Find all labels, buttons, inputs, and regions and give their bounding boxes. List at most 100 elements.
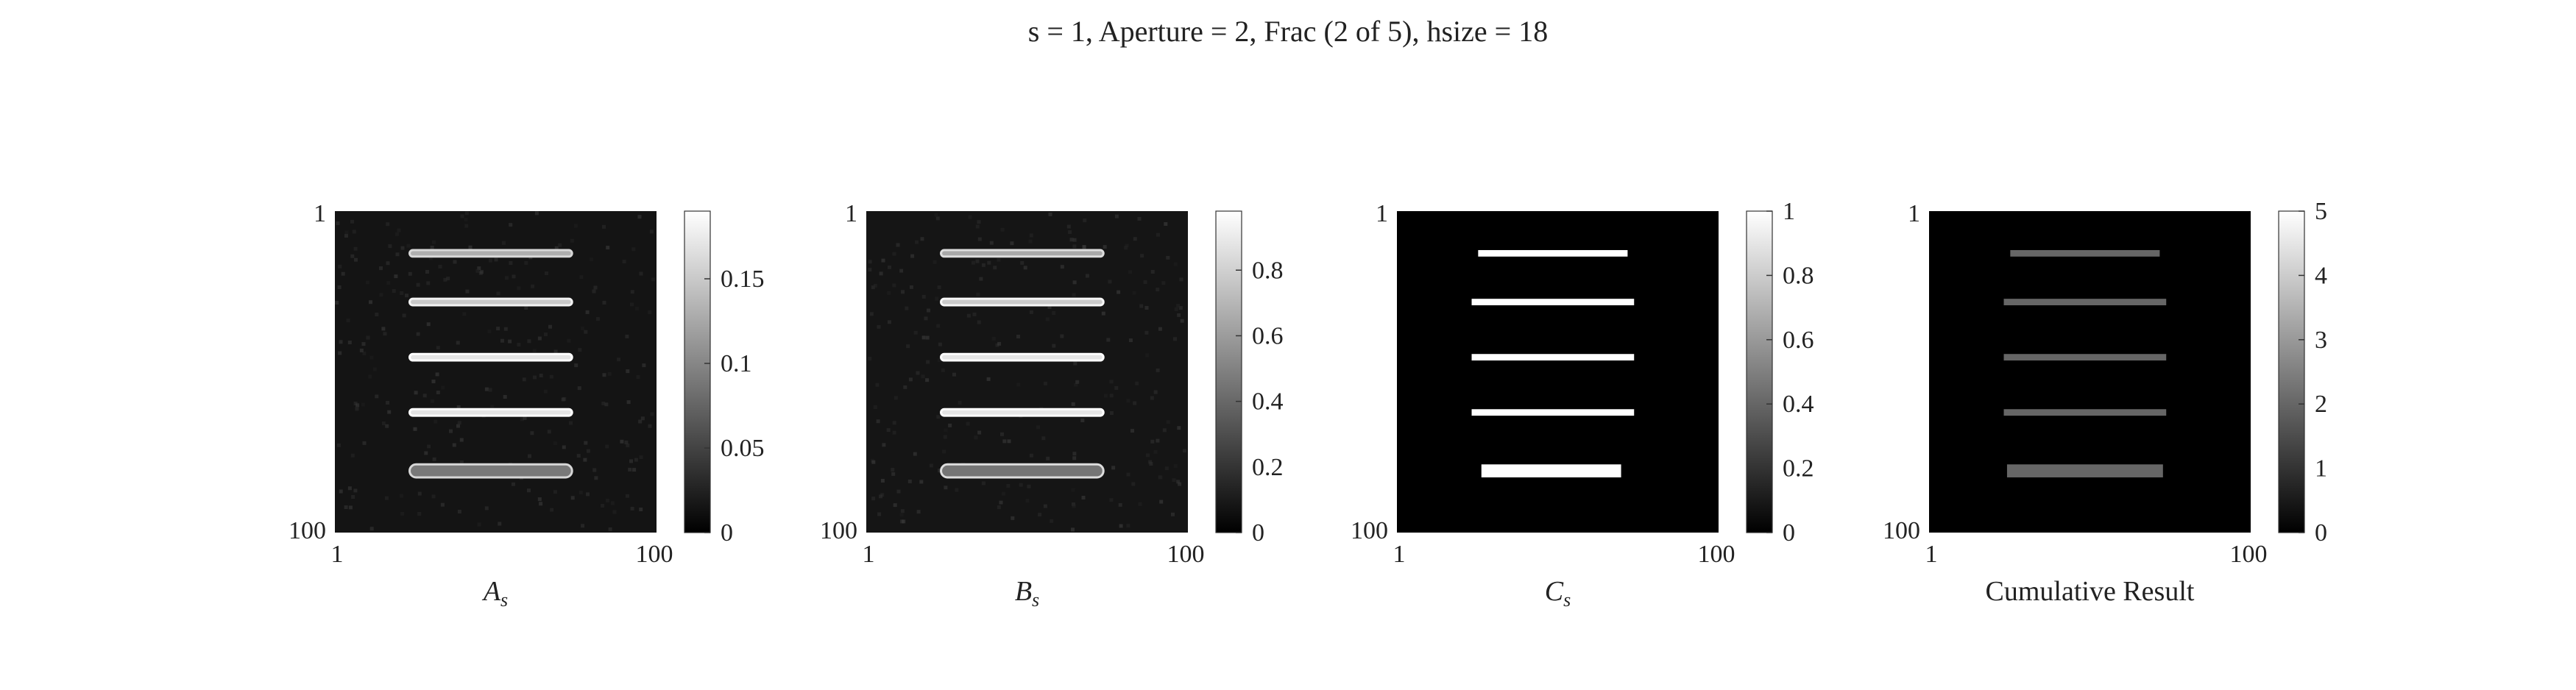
heatmap-noise-pixel <box>1029 233 1033 238</box>
heatmap-noise-pixel <box>1172 478 1176 483</box>
heatmap-noise-pixel <box>607 371 612 376</box>
x-axis-label: Cumulative Result <box>1986 576 2195 607</box>
heatmap-noise-pixel <box>905 306 909 310</box>
heatmap-noise-pixel <box>899 513 904 517</box>
heatmap-noise-pixel <box>594 476 598 480</box>
heatmap-noise-pixel <box>579 275 584 280</box>
heatmap-noise-pixel <box>900 509 905 513</box>
heatmap-noise-pixel <box>341 271 345 276</box>
heatmap-noise-pixel <box>977 237 982 241</box>
heatmap-noise-pixel <box>583 458 587 462</box>
heatmap-noise-pixel <box>527 339 531 344</box>
heatmap-noise-pixel <box>1072 280 1077 285</box>
heatmap-noise-pixel <box>384 496 389 500</box>
y-tick-label: 1 <box>1376 200 1388 227</box>
heatmap-noise-pixel <box>1150 396 1154 400</box>
heatmap-noise-pixel <box>440 502 445 507</box>
heatmap-noise-pixel <box>366 335 370 340</box>
heatmap-noise-pixel <box>381 422 386 425</box>
heatmap-noise-pixel <box>1071 402 1075 406</box>
heatmap-noise-pixel <box>1156 288 1160 292</box>
heatmap-noise-pixel <box>517 286 521 291</box>
heatmap-noise-pixel <box>426 281 431 285</box>
heatmap-noise-pixel <box>1071 488 1075 492</box>
heatmap-noise-pixel <box>612 510 617 514</box>
heatmap-noise-pixel <box>1156 438 1160 443</box>
heatmap-bar <box>409 299 573 306</box>
colorbar <box>1746 210 1773 533</box>
heatmap-noise-pixel <box>881 258 885 263</box>
heatmap-noise-pixel <box>942 449 946 454</box>
heatmap-noise-pixel <box>416 332 420 336</box>
colorbar-tick-label: 5 <box>2315 198 2327 225</box>
heatmap-bar <box>2006 464 2163 477</box>
heatmap-noise-pixel <box>1166 420 1170 424</box>
heatmap-noise-pixel <box>896 243 900 247</box>
heatmap-noise-pixel <box>871 497 876 501</box>
heatmap-noise-pixel <box>1133 237 1137 241</box>
heatmap-noise-pixel <box>520 417 524 422</box>
heatmap-noise-pixel <box>868 357 872 361</box>
heatmap-noise-pixel <box>921 374 925 379</box>
heatmap-noise-pixel <box>533 375 537 380</box>
heatmap-noise-pixel <box>547 430 551 434</box>
heatmap-noise-pixel <box>989 241 994 245</box>
heatmap-noise-pixel <box>943 435 947 439</box>
heatmap-noise-pixel <box>1041 436 1046 441</box>
heatmap-noise-pixel <box>523 416 527 420</box>
heatmap-noise-pixel <box>944 428 948 433</box>
colorbar-tick-label: 3 <box>2315 327 2327 354</box>
heatmap-noise-pixel <box>921 294 926 299</box>
heatmap-noise-pixel <box>350 219 354 224</box>
heatmap-noise-pixel <box>553 490 557 494</box>
heatmap-noise-pixel <box>629 459 633 463</box>
heatmap-noise-pixel <box>413 427 417 431</box>
heatmap-noise-pixel <box>577 386 581 391</box>
heatmap-noise-pixel <box>1119 524 1123 528</box>
heatmap-noise-pixel <box>916 510 921 514</box>
heatmap-noise-pixel <box>1038 513 1042 517</box>
heatmap-noise-pixel <box>1148 460 1153 464</box>
heatmap-background <box>1929 211 2251 533</box>
heatmap-noise-pixel <box>1137 217 1142 221</box>
heatmap-noise-pixel <box>906 344 910 349</box>
heatmap-noise-pixel <box>966 422 970 426</box>
colorbar-tick-label: 0.2 <box>1252 454 1284 481</box>
heatmap-noise-pixel <box>938 358 941 363</box>
heatmap-noise-pixel <box>892 252 896 256</box>
heatmap-noise-pixel <box>913 330 918 335</box>
heatmap-noise-pixel <box>1124 246 1128 250</box>
heatmap-noise-pixel <box>1103 394 1108 398</box>
heatmap-noise-pixel <box>1156 232 1160 237</box>
heatmap-noise-pixel <box>432 457 436 461</box>
heatmap-noise-pixel <box>876 419 880 424</box>
heatmap-noise-pixel <box>651 277 655 282</box>
heatmap-noise-pixel <box>977 320 981 324</box>
heatmap-noise-pixel <box>344 505 348 509</box>
heatmap-noise-pixel <box>1025 499 1030 503</box>
heatmap-noise-pixel <box>934 213 938 217</box>
heatmap-noise-pixel <box>1178 306 1183 310</box>
heatmap-noise-pixel <box>1047 305 1052 309</box>
heatmap-noise-pixel <box>586 449 590 453</box>
heatmap-noise-pixel <box>502 241 506 245</box>
heatmap-noise-pixel <box>406 243 411 248</box>
heatmap-noise-pixel <box>626 444 630 447</box>
heatmap-noise-pixel <box>550 508 554 512</box>
heatmap-noise-pixel <box>338 351 342 355</box>
heatmap-noise-pixel <box>386 401 390 405</box>
heatmap-noise-pixel <box>626 400 631 405</box>
colorbar-tick-label: 0.8 <box>1252 257 1284 284</box>
heatmap-noise-pixel <box>388 244 392 249</box>
heatmap-noise-pixel <box>1019 483 1023 487</box>
heatmap-noise-pixel <box>907 479 912 483</box>
heatmap-noise-pixel <box>624 440 629 444</box>
y-tick-label: 1 <box>845 200 857 227</box>
heatmap-noise-pixel <box>385 424 389 428</box>
heatmap-noise-pixel <box>632 468 637 472</box>
heatmap-noise-pixel <box>432 240 436 244</box>
y-tick-label: 100 <box>1351 517 1388 544</box>
heatmap-noise-pixel <box>869 312 874 316</box>
heatmap-noise-pixel <box>347 486 352 491</box>
heatmap-noise-pixel <box>576 454 581 458</box>
